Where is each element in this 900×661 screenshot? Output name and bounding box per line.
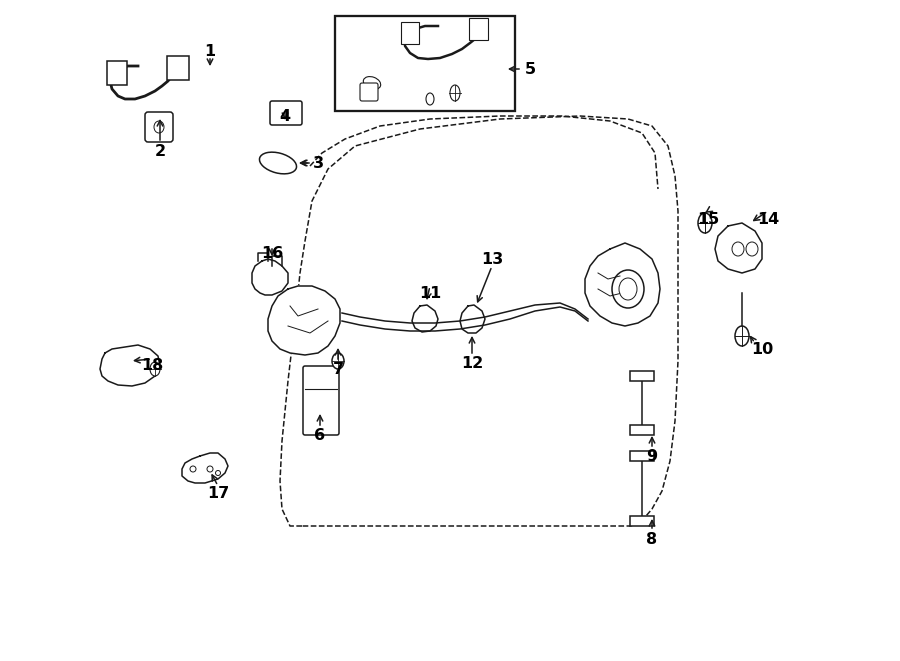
Ellipse shape (746, 242, 758, 256)
Text: 18: 18 (141, 358, 163, 373)
Bar (335, 16, 515, 111)
Text: 1: 1 (204, 44, 216, 59)
Ellipse shape (450, 85, 460, 101)
Polygon shape (252, 259, 288, 295)
FancyBboxPatch shape (107, 61, 127, 85)
Bar (630, 371, 654, 381)
Ellipse shape (154, 121, 164, 133)
Text: 12: 12 (461, 356, 483, 371)
Ellipse shape (150, 362, 160, 376)
Ellipse shape (207, 466, 213, 472)
Ellipse shape (735, 326, 749, 346)
FancyBboxPatch shape (401, 22, 419, 44)
Text: 11: 11 (418, 286, 441, 301)
Text: 5: 5 (525, 61, 535, 77)
Bar (630, 451, 654, 461)
Ellipse shape (215, 471, 220, 475)
Text: 15: 15 (697, 212, 719, 227)
Polygon shape (100, 345, 160, 386)
Text: 7: 7 (332, 362, 344, 377)
Bar (630, 516, 654, 526)
Text: 9: 9 (646, 449, 658, 463)
FancyBboxPatch shape (167, 56, 189, 80)
Ellipse shape (612, 270, 644, 308)
Polygon shape (460, 305, 485, 333)
Text: 3: 3 (312, 155, 324, 171)
FancyBboxPatch shape (360, 83, 378, 101)
Ellipse shape (426, 93, 434, 105)
Ellipse shape (619, 278, 637, 300)
Text: 6: 6 (314, 428, 326, 444)
Ellipse shape (332, 353, 344, 369)
Ellipse shape (732, 242, 744, 256)
Text: 10: 10 (751, 342, 773, 356)
Text: 16: 16 (261, 245, 284, 260)
Polygon shape (412, 305, 438, 332)
Polygon shape (585, 243, 660, 326)
Ellipse shape (698, 213, 712, 233)
Text: 8: 8 (646, 531, 658, 547)
Polygon shape (715, 223, 762, 273)
Polygon shape (268, 286, 340, 355)
Ellipse shape (259, 152, 296, 174)
Polygon shape (182, 453, 228, 483)
Text: 14: 14 (757, 212, 779, 227)
FancyBboxPatch shape (270, 101, 302, 125)
FancyBboxPatch shape (469, 18, 488, 40)
Bar (630, 425, 654, 435)
Text: 2: 2 (155, 143, 166, 159)
Text: 17: 17 (207, 485, 230, 500)
FancyBboxPatch shape (303, 366, 339, 435)
FancyBboxPatch shape (145, 112, 173, 142)
Text: 4: 4 (279, 108, 291, 124)
Ellipse shape (364, 77, 381, 89)
Ellipse shape (190, 466, 196, 472)
Text: 13: 13 (481, 251, 503, 266)
